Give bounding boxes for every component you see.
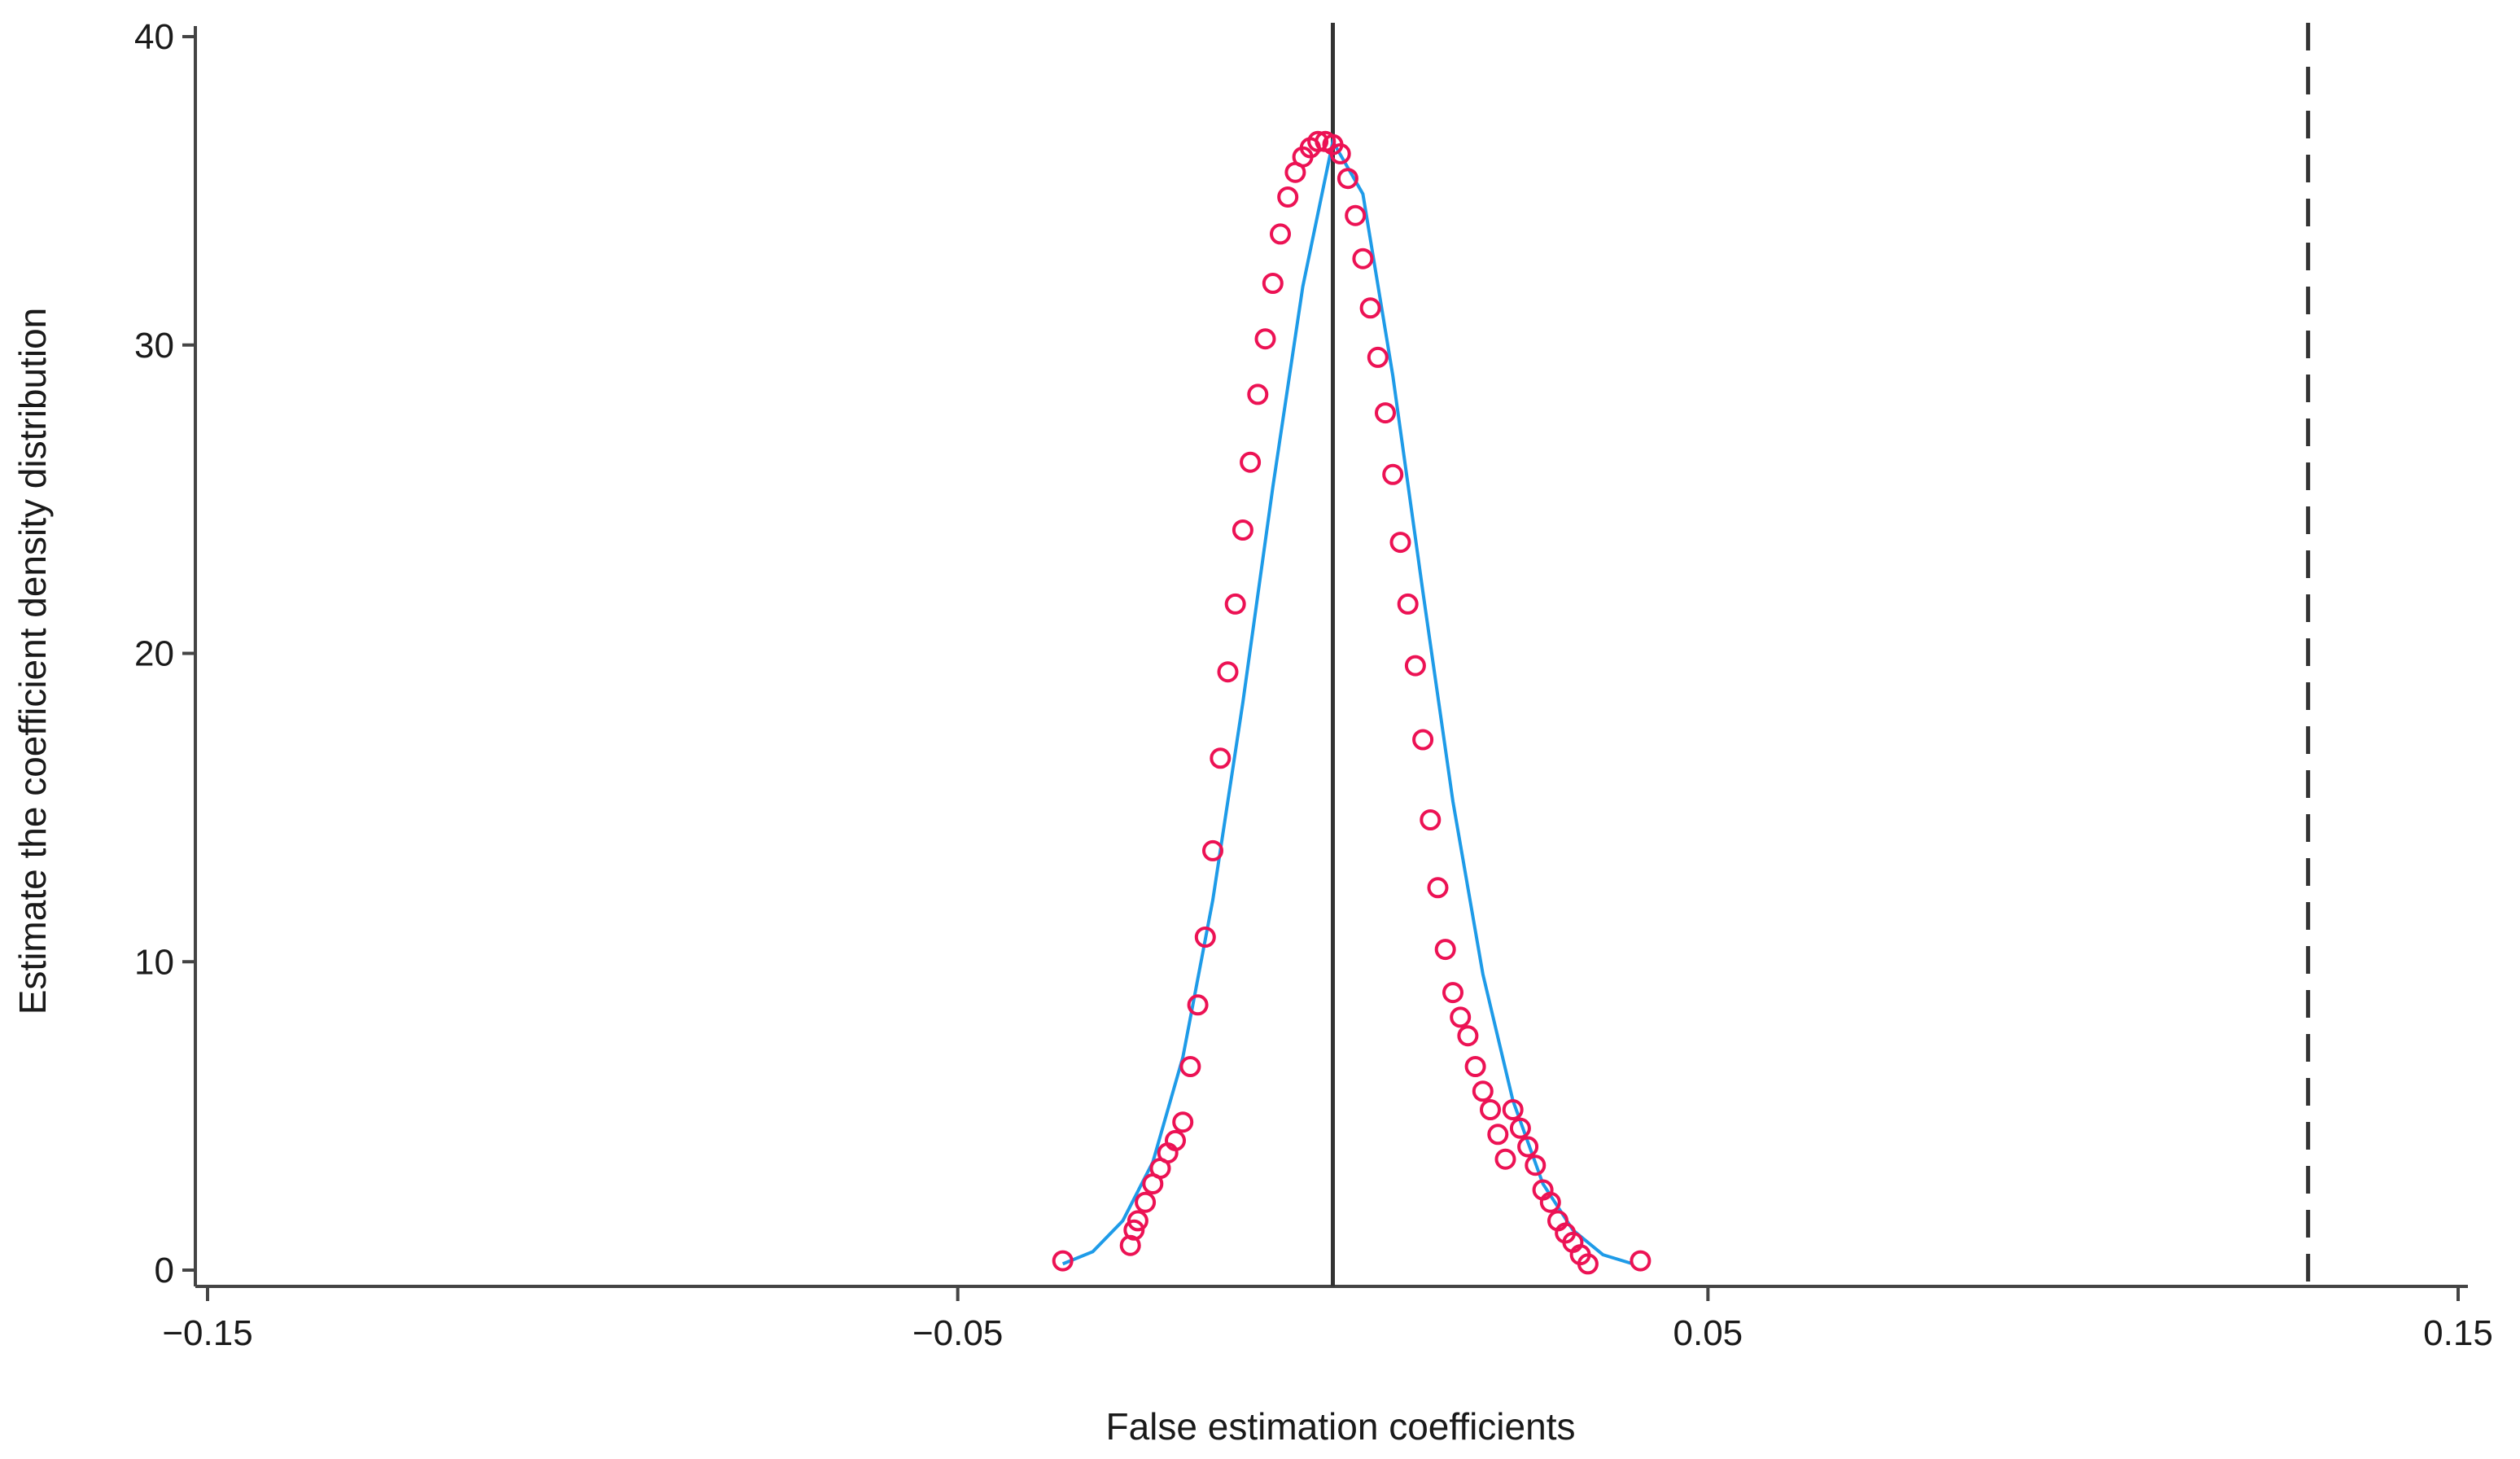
density-point (1494, 1148, 1516, 1170)
density-point (1427, 877, 1449, 899)
density-point (1577, 1253, 1599, 1275)
density-point (1509, 1117, 1531, 1139)
density-point (1127, 1210, 1148, 1232)
density-point (1135, 1191, 1157, 1213)
x-tick-label: −0.15 (162, 1313, 252, 1353)
y-tick-label: 30 (134, 326, 174, 366)
density-point (1389, 532, 1411, 554)
density-point (1412, 729, 1434, 751)
density-point (1224, 593, 1246, 615)
x-tick-label: −0.05 (912, 1313, 1003, 1353)
density-points-layer (1052, 130, 1652, 1275)
density-point (1359, 297, 1381, 319)
density-point (1420, 809, 1442, 830)
density-point (1210, 747, 1232, 769)
density-point (1502, 1099, 1524, 1120)
density-point (1434, 939, 1456, 961)
density-point (1472, 1080, 1494, 1102)
density-point (1194, 927, 1216, 948)
density-point (1254, 328, 1276, 350)
density-point (1345, 204, 1367, 226)
density-point (1480, 1099, 1501, 1120)
density-point (1525, 1154, 1547, 1176)
density-point (1539, 1191, 1561, 1213)
density-point (1457, 1025, 1479, 1047)
reference-lines-layer (1331, 23, 2311, 1286)
density-point (1187, 994, 1209, 1016)
density-point (1179, 1056, 1201, 1077)
density-point (1172, 1111, 1194, 1133)
density-point (1240, 451, 1262, 473)
density-point (1442, 982, 1463, 1004)
density-point (1630, 1250, 1652, 1272)
density-point (1487, 1124, 1509, 1146)
density-point (1517, 1136, 1539, 1158)
density-point (1367, 346, 1389, 368)
density-point (1277, 186, 1299, 208)
y-tick-label: 20 (134, 634, 174, 674)
fitted-density-curve (1061, 137, 1634, 1266)
density-point (1165, 1129, 1186, 1151)
axes-layer: 0 10 20 30 40 −0.15 −0.05 0.05 0.15 (134, 17, 2493, 1353)
density-point (1464, 1056, 1486, 1077)
x-axis-title: False estimation coefficients (1106, 1405, 1576, 1448)
y-tick-label: 10 (134, 942, 174, 982)
density-point (1232, 519, 1253, 541)
y-tick-label: 40 (134, 17, 174, 57)
x-tick-label: 0.15 (2423, 1313, 2493, 1353)
x-tick-label: 0.05 (1673, 1313, 1743, 1353)
density-point (1123, 1219, 1145, 1241)
density-point (1262, 273, 1284, 294)
density-point (1217, 661, 1239, 683)
fitted-curve-layer (1061, 137, 1634, 1266)
density-point (1397, 593, 1419, 615)
y-tick-label: 0 (155, 1251, 174, 1290)
density-point (1375, 402, 1396, 424)
density-point (1307, 130, 1329, 152)
density-point (1247, 383, 1269, 405)
density-point (1450, 1006, 1472, 1028)
y-axis-title: Estimate the coefficient density distrib… (11, 308, 54, 1015)
density-point (1329, 142, 1351, 164)
density-point (1270, 223, 1291, 245)
density-point (1404, 655, 1426, 677)
density-point (1352, 248, 1374, 269)
density-point (1382, 463, 1404, 485)
density-point (1202, 839, 1223, 861)
density-point (1052, 1250, 1074, 1272)
density-point (1337, 168, 1358, 190)
